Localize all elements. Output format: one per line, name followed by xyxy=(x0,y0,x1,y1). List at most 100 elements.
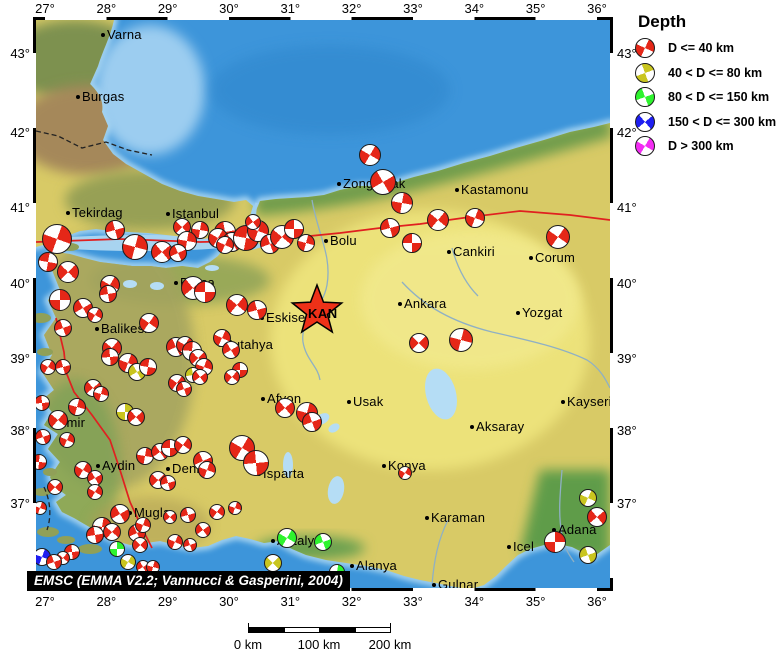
focal-mechanism xyxy=(49,289,71,311)
lon-tick-label: 30° xyxy=(219,1,239,16)
city-dot xyxy=(455,188,459,192)
city-dot xyxy=(447,250,451,254)
focal-mechanism xyxy=(380,218,400,238)
focal-mechanism xyxy=(59,432,75,448)
legend-title: Depth xyxy=(638,12,687,31)
lat-tick-label: 41° xyxy=(10,200,30,215)
focal-mechanism xyxy=(46,554,62,570)
focal-mechanism xyxy=(48,410,68,430)
lon-tick-label: 28° xyxy=(96,594,117,609)
city-dot xyxy=(166,467,170,471)
focal-mechanism xyxy=(284,219,304,239)
city-dot xyxy=(174,281,178,285)
lat-tick-label: 41° xyxy=(617,200,637,215)
lat-tick-label: 40° xyxy=(617,276,637,291)
aegean-islands xyxy=(36,243,102,554)
city-label: Corum xyxy=(535,250,576,265)
city-dot xyxy=(529,256,533,260)
city-label: Aksaray xyxy=(476,419,525,434)
focal-mechanism xyxy=(228,501,242,515)
focal-mechanism xyxy=(370,169,396,195)
focal-mechanism xyxy=(216,236,234,254)
focal-mechanism xyxy=(579,546,597,564)
city-label: Bolu xyxy=(330,233,357,248)
legend-beachball xyxy=(635,38,655,58)
scalebar-segment xyxy=(354,627,391,633)
focal-mechanism xyxy=(297,234,315,252)
focal-mechanism xyxy=(176,381,192,397)
focal-mechanism xyxy=(160,475,176,491)
focal-mechanism xyxy=(465,208,485,228)
legend-beachball xyxy=(635,87,655,107)
legend-label: 40 < D <= 80 km xyxy=(668,65,763,80)
focal-mechanism xyxy=(587,507,607,527)
focal-mechanism xyxy=(101,348,119,366)
city-dot xyxy=(398,302,402,306)
legend-label: D <= 40 km xyxy=(668,41,735,55)
city-label: Usak xyxy=(353,394,384,409)
focal-mechanism xyxy=(87,307,103,323)
city-dot xyxy=(128,511,132,515)
city-dot xyxy=(425,516,429,520)
focal-mechanism xyxy=(110,504,130,524)
plate-boundary-dashed xyxy=(43,486,51,531)
event-label: KAN xyxy=(308,306,338,321)
lat-tick-label: 42° xyxy=(617,125,637,140)
city-dot xyxy=(432,583,436,587)
focal-mechanism xyxy=(398,466,412,480)
city-label: Aydin xyxy=(102,458,136,473)
scalebar-segment xyxy=(319,627,356,633)
focal-mechanism xyxy=(579,489,597,507)
city-label: Mugla xyxy=(134,505,171,520)
focal-mechanism xyxy=(224,369,240,385)
city-dot xyxy=(552,528,556,532)
focal-mechanism xyxy=(68,398,86,416)
lat-tick-label: 37° xyxy=(617,496,637,511)
focal-mechanism xyxy=(36,501,47,515)
focal-mechanism xyxy=(449,328,473,352)
city-dot xyxy=(350,564,354,568)
city-label: Adana xyxy=(558,522,597,537)
focal-mechanism xyxy=(105,220,125,240)
focal-mechanism xyxy=(55,359,71,375)
lat-tick-label: 39° xyxy=(10,351,30,366)
legend-label: 150 < D <= 300 km xyxy=(668,114,777,129)
city-dot xyxy=(66,211,70,215)
focal-mechanism xyxy=(302,412,322,432)
lon-tick-label: 34° xyxy=(464,1,485,16)
legend-label: D > 300 km xyxy=(668,139,734,153)
focal-mechanism xyxy=(120,554,136,570)
focal-mechanism xyxy=(174,436,192,454)
focal-mechanism xyxy=(314,533,332,551)
lon-tick-label: 35° xyxy=(525,594,546,609)
focal-mechanism xyxy=(103,523,121,541)
scalebar-label: 0 km xyxy=(233,637,263,650)
scalebar-segment xyxy=(283,627,320,633)
city-dot xyxy=(261,397,265,401)
lon-tick-label: 36° xyxy=(587,594,607,609)
focal-mechanism xyxy=(247,300,267,320)
focal-mechanism xyxy=(36,395,50,411)
lon-tick-label: 32° xyxy=(341,1,362,16)
lon-tick-label: 33° xyxy=(403,594,423,609)
lon-tick-label: 36° xyxy=(587,1,607,16)
focal-mechanism xyxy=(40,359,56,375)
city-label: Gulnar xyxy=(438,577,479,591)
focal-mechanism xyxy=(54,319,72,337)
city-label: Yozgat xyxy=(522,305,563,320)
scalebar-segment xyxy=(248,627,285,633)
lat-tick-label: 40° xyxy=(10,276,30,291)
focal-mechanism xyxy=(163,510,177,524)
focal-mechanism xyxy=(198,461,216,479)
focal-mechanism xyxy=(192,369,208,385)
lon-tick-label: 31° xyxy=(280,1,301,16)
city-label: Varna xyxy=(107,27,142,42)
city-dot xyxy=(76,95,80,99)
focal-mechanism xyxy=(42,224,72,254)
focal-mechanism xyxy=(209,504,225,520)
city-label: Kastamonu xyxy=(461,182,529,197)
focal-mechanism xyxy=(109,541,125,557)
focal-mechanism xyxy=(402,233,422,253)
lon-tick-label: 28° xyxy=(96,1,117,16)
city-label: Istanbul xyxy=(172,206,220,221)
